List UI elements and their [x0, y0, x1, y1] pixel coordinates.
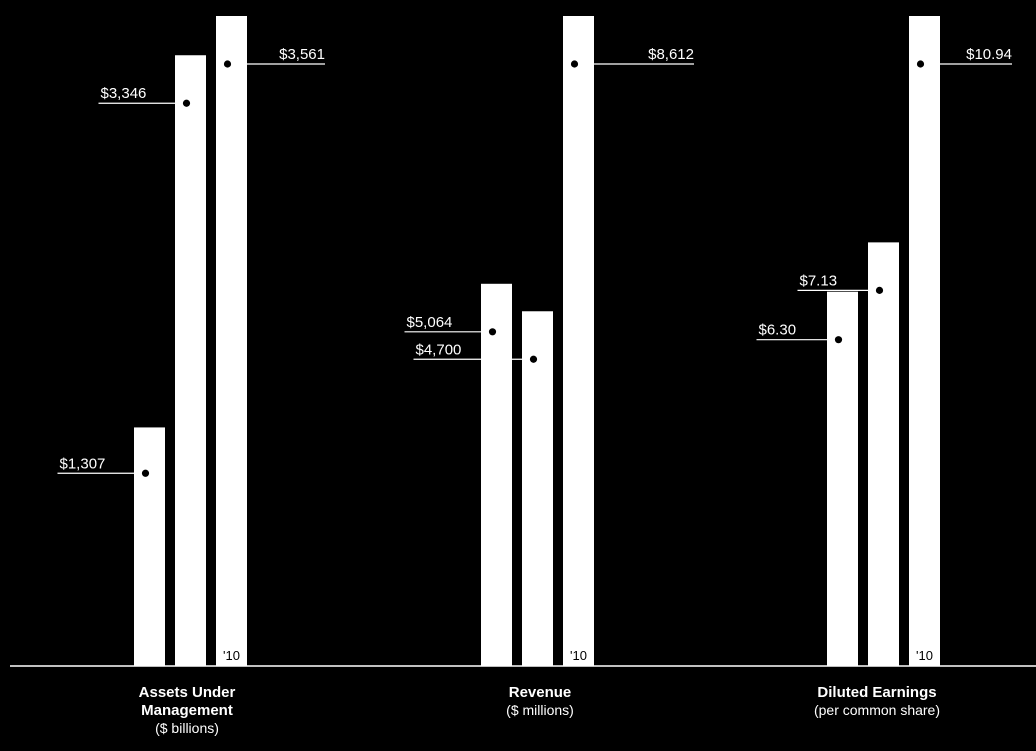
- value-marker-2-3: [570, 60, 579, 68]
- value-marker-2-2: [529, 355, 538, 363]
- chart-subtitle-1: ($ billions): [155, 720, 219, 736]
- value-label-1-3: $3,561: [279, 46, 325, 63]
- value-marker-2-1: [488, 328, 497, 336]
- bar-group3-1: [827, 291, 858, 666]
- bar-group1-1: [134, 427, 165, 666]
- bar-group1-3: [216, 16, 247, 666]
- value-label-2-1: $5,064: [407, 314, 453, 331]
- bar-group3-2: [868, 242, 899, 667]
- value-marker-1-3: [223, 60, 232, 68]
- value-label-2-2: $4,700: [416, 341, 462, 358]
- chart-subtitle-2: ($ millions): [506, 702, 574, 718]
- value-marker-3-2: [875, 286, 884, 294]
- value-label-3-1: $6.30: [759, 322, 797, 339]
- year-tag-2: '10: [570, 648, 587, 663]
- value-label-1-1: $1,307: [60, 455, 106, 472]
- chart-title-1-line1: Assets Under: [139, 684, 236, 701]
- value-marker-3-3: [916, 60, 925, 68]
- value-marker-3-1: [834, 336, 843, 344]
- value-label-3-2: $7.13: [800, 272, 838, 289]
- chart-title-2-line1: Revenue: [509, 684, 572, 701]
- value-marker-1-2: [182, 99, 191, 107]
- value-label-1-2: $3,346: [101, 85, 147, 102]
- bar-group2-2: [522, 311, 553, 666]
- chart-subtitle-3: (per common share): [814, 702, 940, 718]
- bar-group1-2: [175, 55, 206, 667]
- chart-title-1-line2: Management: [141, 702, 233, 719]
- chart-title-3-line1: Diluted Earnings: [817, 684, 936, 701]
- value-marker-1-1: [141, 469, 150, 477]
- year-tag-3: '10: [916, 648, 933, 663]
- value-label-3-3: $10.94: [966, 46, 1012, 63]
- value-label-2-3: $8,612: [648, 46, 694, 63]
- year-tag-1: '10: [223, 648, 240, 663]
- bar-group3-3: [909, 16, 940, 666]
- bar-group2-3: [563, 16, 594, 666]
- bar-group2-1: [481, 283, 512, 666]
